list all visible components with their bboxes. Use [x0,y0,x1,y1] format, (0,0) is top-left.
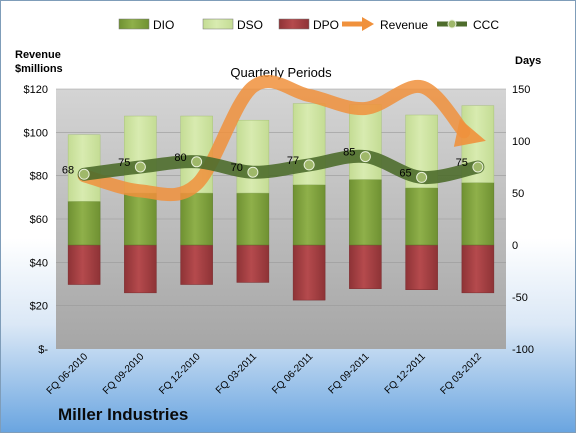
x-tick-label: FQ 03-2011 [214,351,259,396]
x-tick-label: FQ 12-2010 [157,351,203,397]
left-tick-label: $120 [24,84,48,96]
ccc-marker [247,166,259,178]
bar-dpo [236,244,270,283]
legend-label-dso: DSO [237,18,263,32]
revenue-arrowhead [453,118,486,147]
left-tick-label: $- [38,344,48,356]
bar-dpo [67,244,101,285]
legend-swatch-dio [118,18,150,30]
left-tick-label: $80 [30,171,48,183]
legend-marker-ccc [447,19,457,29]
left-tick-label: $40 [30,257,48,269]
bar-dpo [405,244,438,290]
ccc-marker [303,159,315,171]
bar-dso [349,104,382,180]
left-tick-label: $20 [30,301,48,313]
bar-dpo [124,244,157,294]
bar-dpo [180,244,213,285]
ccc-marker [134,161,146,173]
left-axis-title-line1: Revenue [15,49,61,61]
right-tick-label: 50 [512,188,524,200]
legend-label-ccc: CCC [473,18,499,32]
x-tick-label: FQ 06-2010 [45,351,91,397]
right-tick-label: 150 [512,84,530,96]
ccc-marker [191,156,203,168]
chart-title: Quarterly Periods [230,65,332,80]
ccc-data-label: 80 [174,152,186,164]
ccc-marker [472,161,484,173]
bar-dio [67,201,101,246]
right-tick-label: 0 [512,240,518,252]
ccc-marker [359,151,371,163]
bar-dio [236,192,270,246]
ccc-marker [78,168,90,180]
x-tick-label: FQ 09-2010 [101,351,147,397]
left-tick-label: $100 [24,127,48,139]
left-tick-label: $60 [30,214,48,226]
ccc-data-label: 75 [118,157,130,169]
bar-dio [180,192,213,246]
revenue-line [77,75,471,202]
ccc-data-label: 77 [287,155,299,167]
x-tick-label: FQ 03-2012 [438,351,484,397]
bar-dpo [292,244,326,301]
bar-dpo [461,244,495,294]
ccc-data-label: 75 [456,157,468,169]
bar-dio [124,192,157,246]
legend-label-dpo: DPO [313,18,339,32]
bar-dio [461,182,495,246]
ccc-data-label: 65 [399,167,411,179]
legend-arrowhead-revenue [362,17,374,31]
right-tick-label: -50 [512,292,528,304]
x-tick-label: FQ 06-2011 [270,351,315,396]
right-tick-label: -100 [512,344,534,356]
legend-label-revenue: Revenue [380,18,428,32]
bar-dso [124,115,157,194]
right-tick-label: 100 [512,136,530,148]
left-axis-title-line2: $millions [15,63,63,75]
legend-swatch-dso [202,18,234,30]
x-tick-label: FQ 12-2011 [383,351,428,396]
ccc-data-label: 68 [62,164,74,176]
bar-dio [292,184,326,246]
x-tick-label: FQ 09-2011 [327,351,372,396]
legend-label-dio: DIO [153,18,174,32]
ccc-data-label: 85 [343,147,355,159]
ccc-marker [416,171,428,183]
company-name: Miller Industries [58,405,189,424]
bar-dso [236,119,270,194]
right-axis-title: Days [515,55,541,67]
legend-swatch-dpo [278,18,310,30]
bar-dio [349,179,382,246]
bar-dpo [349,244,382,289]
bar-dio [405,187,438,246]
ccc-data-label: 70 [231,162,243,174]
